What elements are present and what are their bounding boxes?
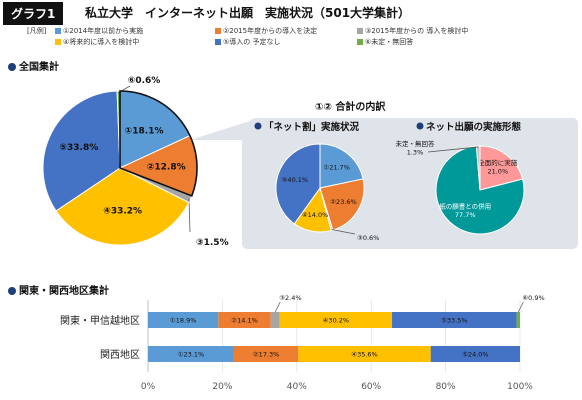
bar-data-label: ③2.4% [279, 294, 301, 302]
label-leader-line [518, 302, 523, 312]
regional-bar-chart: 0% 20% 40% 60% 80% 100% 関東・甲信越地区 ①18.9% ②14.1% ③2… [60, 294, 545, 392]
net-form-heading: ネット出願の実施形態 [417, 121, 522, 133]
net-form-heading-label: ネット出願の実施形態 [426, 121, 522, 133]
bar-segment [271, 312, 280, 328]
pie-data-label: ⑤33.8% [59, 143, 98, 153]
pie-data-label: ④14.0% [302, 211, 328, 219]
pie-data-label: ②12.8% [147, 163, 186, 173]
pie-data-label: ⑤40.1% [282, 176, 308, 184]
bar-data-label: ④30.2% [323, 317, 349, 325]
net-discount-heading: 「ネット割」実施状況 [255, 121, 360, 133]
national-pie: ①18.1% ②12.8% ③1.5% ④33.2% ⑤33.8% ⑥0.6% [43, 76, 229, 248]
pie-data-label: ④33.2% [103, 206, 142, 216]
bar-data-label: ①18.9% [170, 317, 196, 325]
x-tick-label: 0% [141, 382, 156, 392]
pie-data-label: ①18.1% [125, 126, 164, 136]
pie-data-label: ③1.5% [196, 238, 229, 248]
bar-data-label: ⑤24.0% [462, 351, 488, 359]
pie-data-label: ②23.6% [330, 198, 356, 206]
bar-data-label: ②14.1% [231, 317, 257, 325]
x-tick-label: 60% [361, 382, 381, 392]
pie-data-label: 77.7% [455, 211, 476, 219]
pie-data-label: ③0.6% [357, 234, 379, 242]
x-tick-label: 40% [287, 382, 307, 392]
bar-data-label: ②17.3% [253, 351, 279, 359]
bar-data-label: ⑥0.9% [522, 294, 544, 302]
pie-data-label: 21.0% [487, 167, 508, 175]
label-leader-line [275, 302, 280, 312]
x-tick-label: 100% [507, 382, 533, 392]
breakdown-heading: ①② 合計の内訳 [315, 100, 386, 113]
pie-data-label: 紙の願書との併用 [439, 202, 491, 211]
category-label: 関東・甲信越地区 [60, 314, 140, 327]
x-tick-label: 20% [212, 382, 232, 392]
pie-data-label: 全面的に実施 [478, 158, 518, 167]
label-leader-line [189, 199, 190, 232]
pie-data-label: ①21.7% [323, 164, 349, 172]
pie-data-label: 未定・無回答 [396, 139, 436, 148]
pie-data-label: ⑥0.6% [128, 76, 161, 86]
bullet-icon [417, 123, 424, 130]
pie-data-label: 1.3% [407, 148, 424, 156]
category-label: 関西地区 [100, 348, 140, 361]
x-tick-label: 80% [436, 382, 456, 392]
bar-data-label: ①23.1% [178, 351, 204, 359]
bar-segment [517, 312, 520, 328]
bullet-icon [255, 123, 262, 130]
net-discount-heading-label: 「ネット割」実施状況 [264, 121, 360, 133]
bar-data-label: ⑤33.5% [441, 317, 467, 325]
bar-data-label: ④35.6% [351, 351, 377, 359]
